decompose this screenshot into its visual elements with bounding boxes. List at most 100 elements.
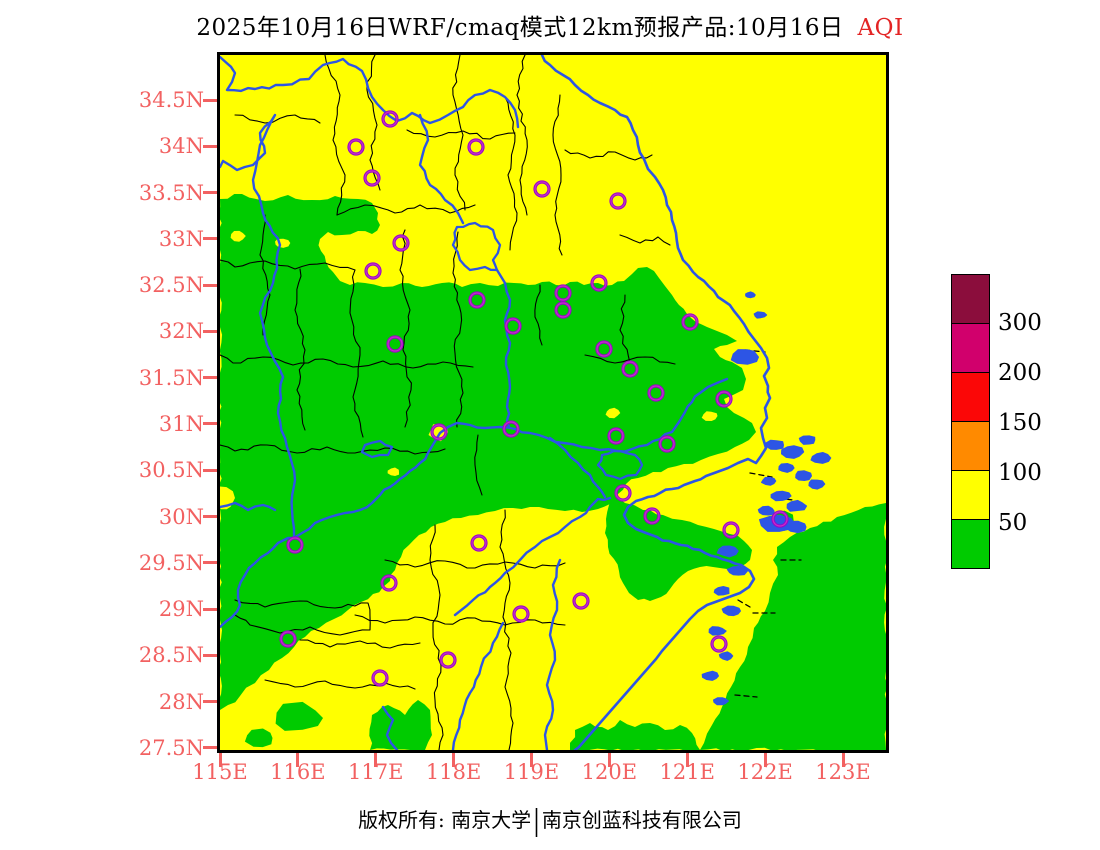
county-border-line (354, 614, 566, 626)
lat-label-32.5N: 32.5N (138, 273, 204, 298)
county-border-line (452, 231, 464, 428)
river-line (220, 55, 520, 129)
county-border-line (619, 234, 671, 246)
island-shape (770, 490, 792, 502)
station-marker-inner (723, 522, 739, 538)
legend-color-segment-3 (951, 421, 990, 471)
station-marker-inner (622, 361, 638, 377)
county-border-line (384, 559, 566, 569)
station-marker-inner (471, 535, 487, 551)
river-line (418, 113, 465, 225)
station-marker-inner (365, 263, 381, 279)
lat-tick (203, 746, 217, 750)
title-accent-aqi: AQI (857, 15, 904, 41)
island-shape (721, 605, 741, 617)
station-marker-inner (555, 302, 571, 318)
station-marker-inner (513, 606, 529, 622)
lon-tick (841, 753, 845, 767)
lat-label-30.5N: 30.5N (138, 458, 204, 483)
lat-label-28.5N: 28.5N (138, 643, 204, 668)
lon-tick (218, 753, 222, 767)
island-shape (795, 470, 812, 481)
river-line (220, 113, 297, 539)
station-marker-inner (381, 575, 397, 591)
county-border-line (564, 149, 653, 161)
aqi-region-good-sea (700, 503, 886, 750)
forecast-map (217, 52, 889, 753)
island-shape (713, 586, 730, 596)
station-marker-inner (503, 421, 519, 437)
station-marker-inner (382, 111, 398, 127)
island-shape (726, 565, 748, 576)
copyright-company: 南京创蓝科技有限公司 (541, 808, 742, 832)
station-marker-inner (287, 537, 303, 553)
county-border-line (474, 434, 483, 496)
lat-label-31.5N: 31.5N (138, 365, 204, 390)
station-marker-inner (608, 428, 624, 444)
lat-tick (203, 561, 217, 565)
island-shape (745, 291, 756, 299)
station-marker-inner (659, 436, 675, 452)
lat-tick (203, 515, 217, 519)
station-marker-inner (534, 181, 550, 197)
county-border-line (584, 354, 676, 365)
station-marker-inner (393, 235, 409, 251)
station-marker-inner (772, 511, 788, 527)
county-border-line (552, 94, 563, 256)
lon-tick (296, 753, 300, 767)
river-line (540, 55, 772, 750)
island-shape (757, 505, 775, 516)
station-marker-inner (596, 341, 612, 357)
county-border-line (220, 354, 474, 369)
county-border-line (499, 509, 514, 750)
lon-tick (452, 753, 456, 767)
station-marker-inner (280, 631, 296, 647)
station-marker-inner (682, 314, 698, 330)
page-title: 2025年10月16日WRF/cmaq模式12km预报产品:10月16日 AQI (0, 8, 1100, 42)
county-border-line (259, 214, 271, 336)
title-text: 2025年10月16日WRF/cmaq模式12km预报产品:10月16日 (196, 15, 844, 41)
station-marker-inner (387, 336, 403, 352)
aqi-region-good-bottom (570, 720, 700, 750)
lat-tick (203, 422, 217, 426)
island-shape (701, 670, 719, 681)
county-border-line (234, 599, 371, 636)
lat-label-27.5N: 27.5N (138, 735, 204, 760)
aqi-region-good-blob (244, 728, 273, 748)
island-shape (786, 520, 807, 534)
island-shape (713, 697, 729, 706)
island-shape (730, 349, 759, 365)
island-shape (778, 463, 795, 473)
island-shape (765, 439, 784, 450)
station-marker-inner (615, 485, 631, 501)
legend-value-100: 100 (998, 460, 1042, 486)
station-marker-inner (555, 285, 571, 301)
station-marker-inner (591, 275, 607, 291)
aqi-region-good-blob (275, 701, 323, 731)
lon-tick (374, 753, 378, 767)
sea-boundary-dash (734, 694, 758, 698)
lat-label-32N: 32N (158, 319, 204, 344)
river-line (453, 496, 612, 617)
island-shape (718, 651, 734, 661)
legend-color-segment-0 (951, 274, 990, 324)
river-line (495, 268, 512, 429)
legend-value-50: 50 (998, 510, 1028, 536)
station-marker-inner (364, 170, 380, 186)
aqi-region-good-wedge (369, 700, 432, 750)
copyright-footer: 版权所有: 南京大学 | 南京创蓝科技有限公司 (0, 803, 1100, 838)
aqi-region-moderate-blob (605, 407, 621, 419)
lat-tick (203, 237, 217, 241)
legend-color-segment-2 (951, 372, 990, 422)
station-marker-inner (610, 193, 626, 209)
aqi-region-moderate-blob (701, 411, 718, 421)
island-shape (753, 311, 768, 319)
station-marker-inner (440, 652, 456, 668)
river-line (381, 705, 399, 750)
county-border-line (504, 96, 518, 251)
aqi-legend-colorbar (951, 274, 990, 569)
island-shape (781, 445, 805, 459)
lake-outline (596, 449, 644, 481)
station-marker-inner (505, 318, 521, 334)
